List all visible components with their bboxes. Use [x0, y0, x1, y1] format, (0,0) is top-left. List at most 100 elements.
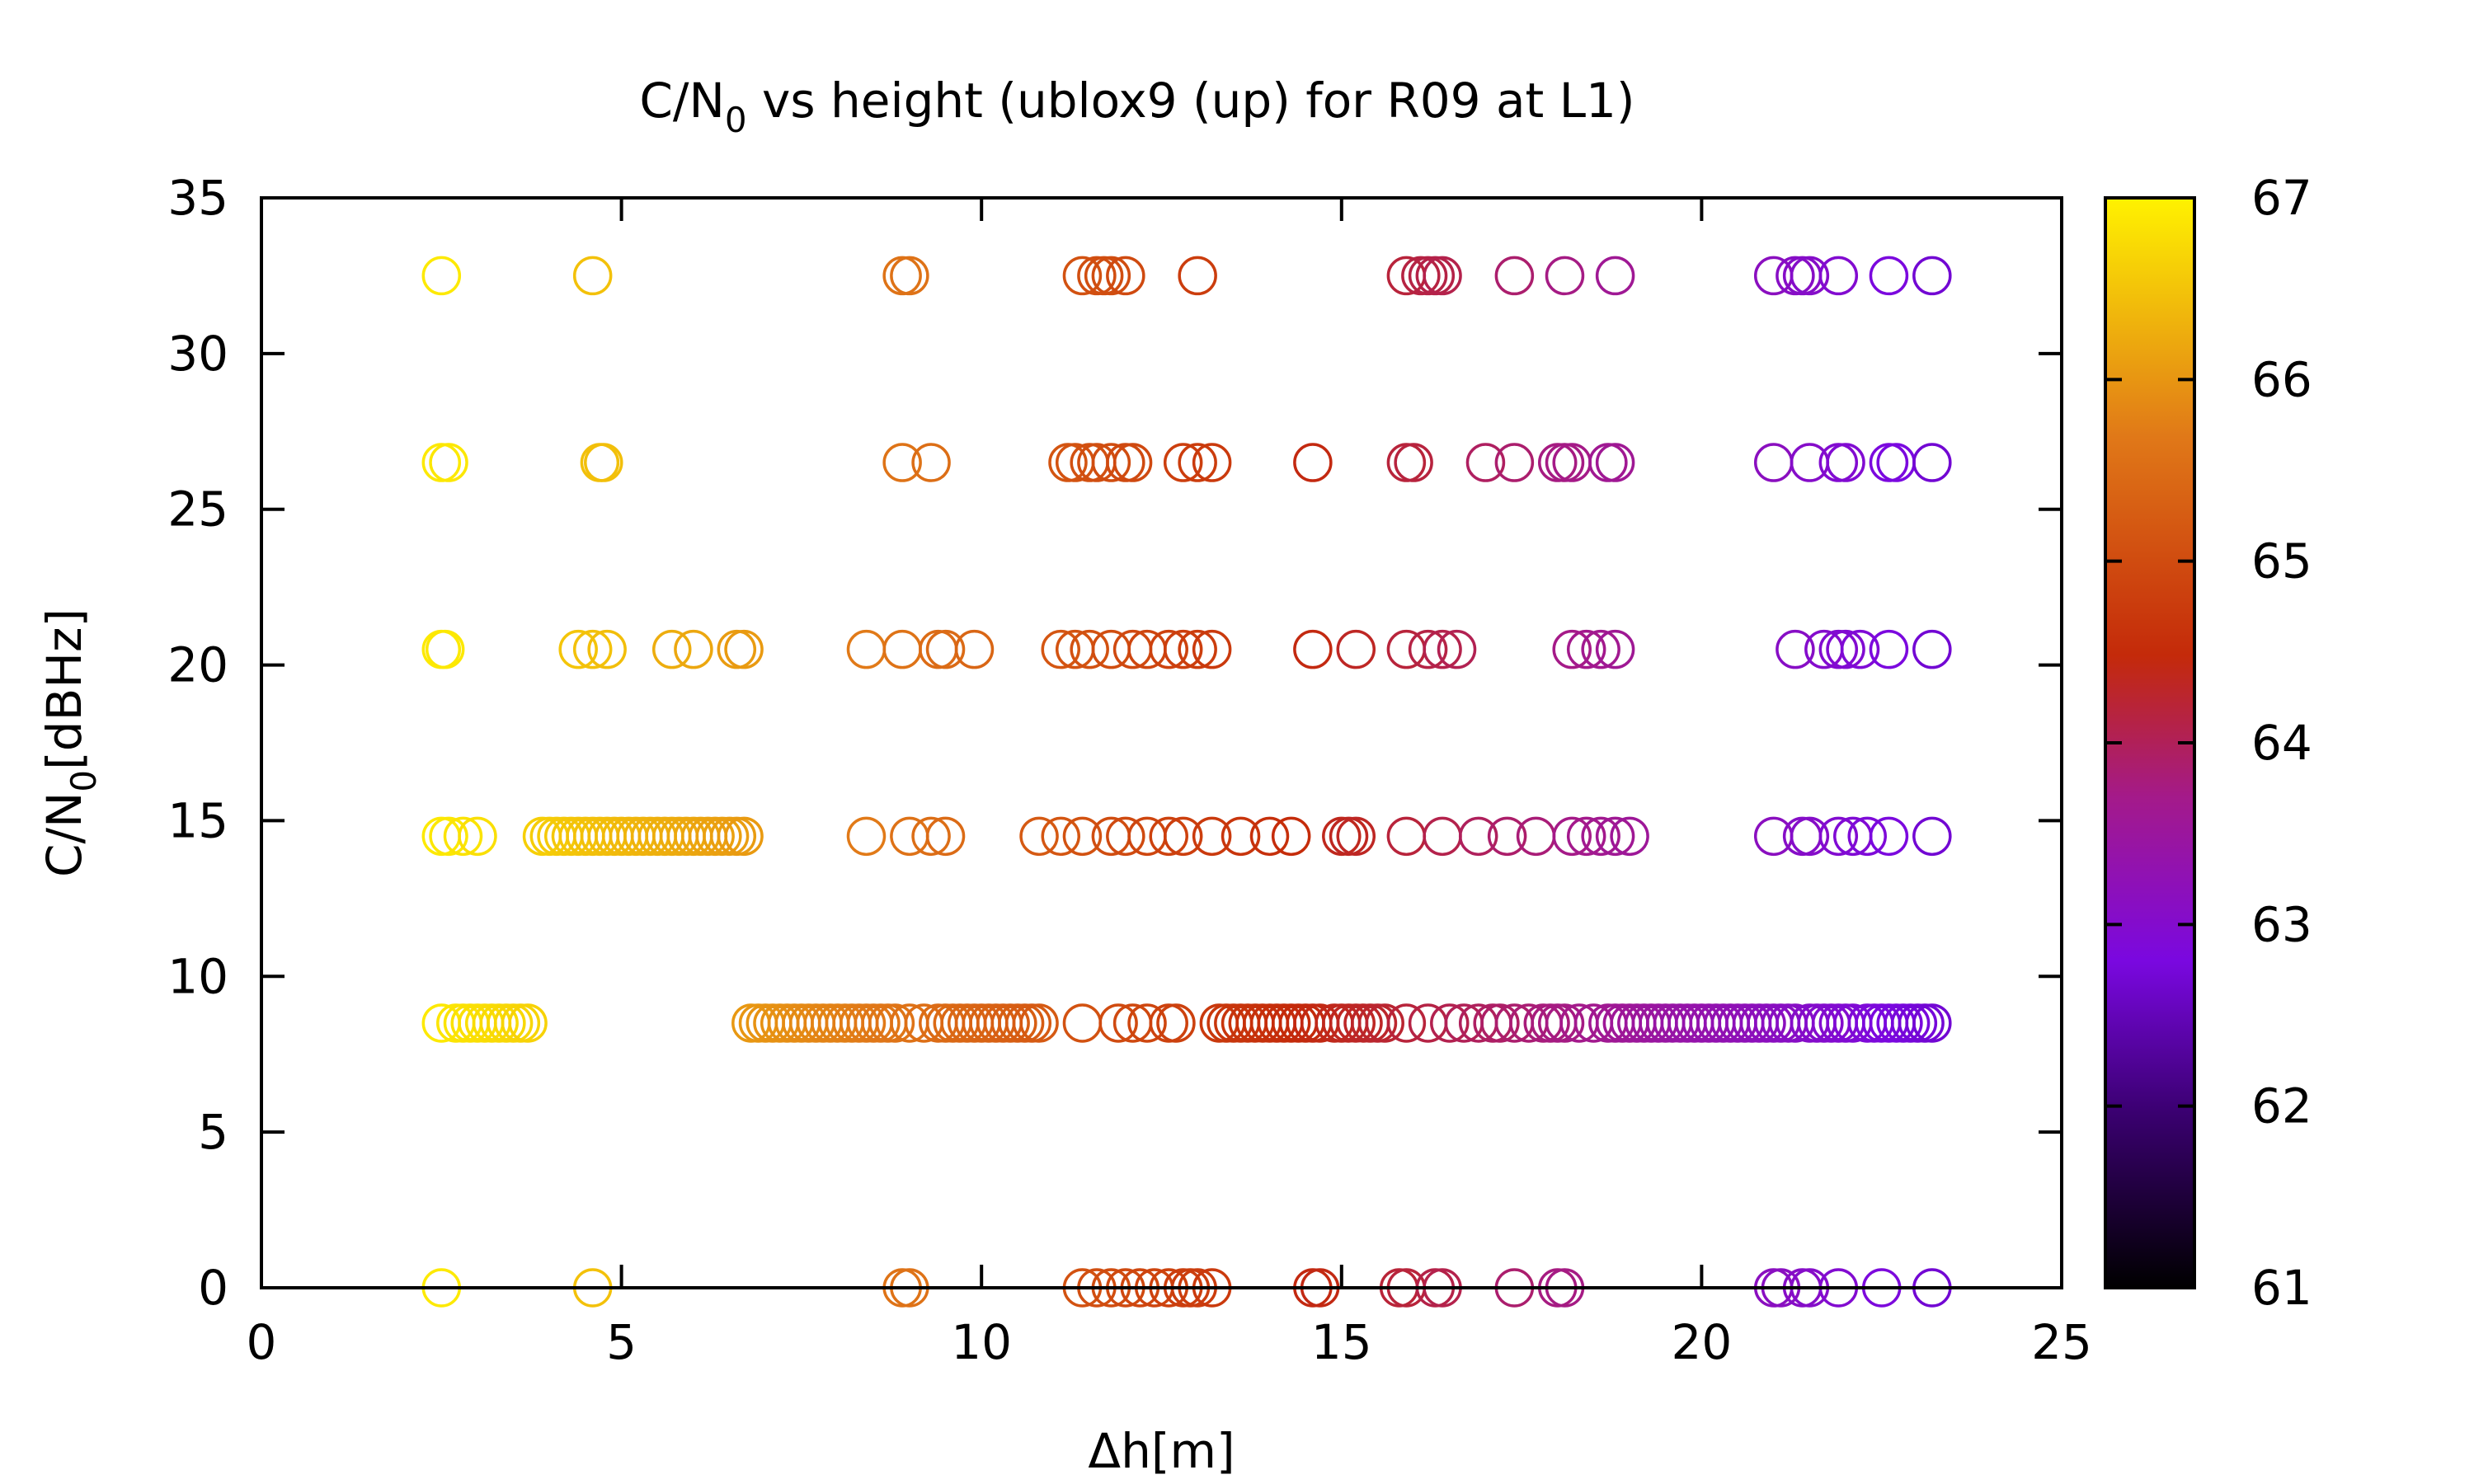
data-point: [1790, 256, 1830, 296]
y-axis: 0 5 10 15 20 25 30 35: [167, 170, 2062, 1316]
data-point: [1552, 629, 1592, 669]
y-tick-label: 30: [167, 326, 228, 382]
data-point: [1271, 816, 1311, 857]
data-point: [890, 256, 929, 296]
data-point: [1394, 443, 1433, 482]
data-point: [1458, 816, 1498, 857]
x-tick-label: 15: [1311, 1314, 1372, 1370]
data-point: [1545, 443, 1585, 482]
colorbar-ticks: 61 62 63 64 65 66 67: [2105, 170, 2312, 1316]
data-point: [1790, 443, 1830, 482]
data-point: [1588, 443, 1628, 482]
data-points: [421, 256, 1952, 1308]
data-point: [1465, 443, 1506, 482]
data-point: [1912, 629, 1952, 669]
data-point: [1753, 443, 1794, 482]
data-point: [1386, 816, 1427, 857]
data-point: [1840, 629, 1880, 669]
data-point: [1106, 816, 1145, 857]
data-point: [1545, 256, 1585, 296]
data-point: [508, 1003, 548, 1043]
x-tick-label: 0: [247, 1314, 277, 1370]
data-point: [1480, 1003, 1520, 1043]
data-point: [1437, 629, 1477, 669]
data-point: [890, 816, 929, 857]
data-point: [1912, 256, 1952, 296]
data-point: [882, 443, 922, 482]
x-tick-label: 10: [951, 1314, 1012, 1370]
data-point: [1293, 629, 1333, 669]
data-point: [1336, 629, 1376, 669]
colorbar-tick-label: 64: [2251, 715, 2312, 771]
data-point: [1487, 816, 1527, 857]
data-point: [1869, 816, 1909, 857]
data-point: [558, 629, 598, 669]
data-point: [1776, 629, 1815, 669]
data-point: [572, 256, 613, 296]
colorbar-tick-label: 62: [2251, 1078, 2312, 1134]
data-point: [1790, 816, 1830, 857]
data-point: [1423, 816, 1462, 857]
data-point: [1192, 629, 1232, 669]
data-point: [1041, 816, 1081, 857]
data-point: [1566, 629, 1606, 669]
data-point: [1423, 629, 1462, 669]
data-point: [1595, 816, 1635, 857]
data-point: [1912, 443, 1952, 482]
data-point: [1753, 816, 1794, 857]
data-point: [925, 629, 966, 669]
colorbar-tick-label: 61: [2251, 1260, 2312, 1316]
data-point: [674, 629, 713, 669]
data-point: [1062, 256, 1103, 296]
data-point: [1753, 256, 1794, 296]
data-point: [1062, 816, 1103, 857]
data-point: [1847, 816, 1887, 857]
data-point: [882, 629, 922, 669]
data-point: [1062, 1003, 1103, 1043]
x-tick-label: 20: [1671, 1314, 1732, 1370]
data-point: [1818, 256, 1859, 296]
data-point: [584, 443, 623, 482]
data-point: [925, 816, 966, 857]
y-tick-label: 15: [167, 792, 228, 848]
colorbar-tick-label: 66: [2251, 351, 2312, 407]
data-point: [1163, 629, 1203, 669]
data-point: [1494, 256, 1535, 296]
data-point: [1091, 443, 1131, 482]
data-point: [1149, 629, 1188, 669]
data-point: [1098, 1003, 1138, 1043]
data-point: [1070, 629, 1109, 669]
data-point: [421, 256, 462, 296]
data-point: [1329, 816, 1369, 857]
data-point: [724, 629, 764, 669]
data-point: [458, 816, 497, 857]
y-tick-label: 25: [167, 481, 228, 538]
y-axis-label: C/N0[dBHz]: [36, 608, 104, 877]
data-point: [1408, 629, 1448, 669]
data-point: [1595, 256, 1635, 296]
data-point: [443, 816, 483, 857]
data-point: [1386, 629, 1427, 669]
data-point: [1826, 629, 1865, 669]
data-point: [429, 816, 468, 857]
data-point: [1912, 1003, 1952, 1043]
data-point: [1192, 816, 1232, 857]
data-point: [421, 443, 462, 482]
data-point: [1019, 816, 1059, 857]
data-point: [1127, 816, 1167, 857]
y-tick-label: 10: [167, 948, 228, 1004]
data-point: [882, 256, 922, 296]
data-point: [1912, 816, 1952, 857]
y-tick-label: 35: [167, 170, 228, 226]
data-point: [1041, 629, 1081, 669]
data-point: [1386, 443, 1427, 482]
data-point: [1581, 816, 1620, 857]
data-point: [875, 1003, 915, 1043]
data-point: [911, 443, 951, 482]
data-point: [724, 816, 764, 857]
data-point: [1084, 256, 1124, 296]
data-point: [651, 629, 692, 669]
data-point: [429, 443, 468, 482]
data-point: [911, 816, 951, 857]
